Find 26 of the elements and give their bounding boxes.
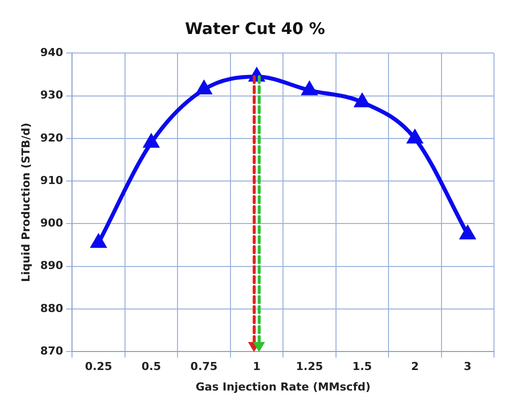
point bbox=[91, 234, 106, 248]
y-tick-label: 930 bbox=[40, 88, 64, 102]
y-tick-label: 940 bbox=[40, 46, 64, 60]
x-tick-label: 0.75 bbox=[190, 360, 218, 374]
y-tick-label: 910 bbox=[40, 174, 64, 187]
point bbox=[460, 226, 475, 240]
x-tick-label: 1.25 bbox=[296, 360, 324, 374]
x-tick-label: 1.5 bbox=[352, 360, 372, 374]
x-tick-label: 3 bbox=[464, 360, 472, 374]
x-tick-label: 0.25 bbox=[84, 360, 112, 374]
x-tick-label: 2 bbox=[411, 360, 419, 374]
x-tick-label: 1 bbox=[252, 360, 261, 374]
point bbox=[354, 94, 370, 108]
y-tick-label: 870 bbox=[40, 344, 64, 358]
point bbox=[196, 81, 212, 94]
chart-title: Water Cut 40 % bbox=[184, 18, 326, 38]
y-tick-label: 890 bbox=[40, 259, 64, 272]
point bbox=[144, 134, 158, 148]
x-tick-label: 0.5 bbox=[142, 360, 162, 374]
y-axis-title: Liquid Production (STB/d) bbox=[19, 122, 32, 282]
y-tick-label: 880 bbox=[40, 302, 64, 315]
y-tick-label: 900 bbox=[40, 216, 64, 230]
point bbox=[302, 82, 317, 96]
point bbox=[408, 130, 422, 144]
x-axis-title: Gas Injection Rate (MMscfd) bbox=[196, 380, 371, 394]
y-tick-label: 920 bbox=[40, 131, 64, 144]
